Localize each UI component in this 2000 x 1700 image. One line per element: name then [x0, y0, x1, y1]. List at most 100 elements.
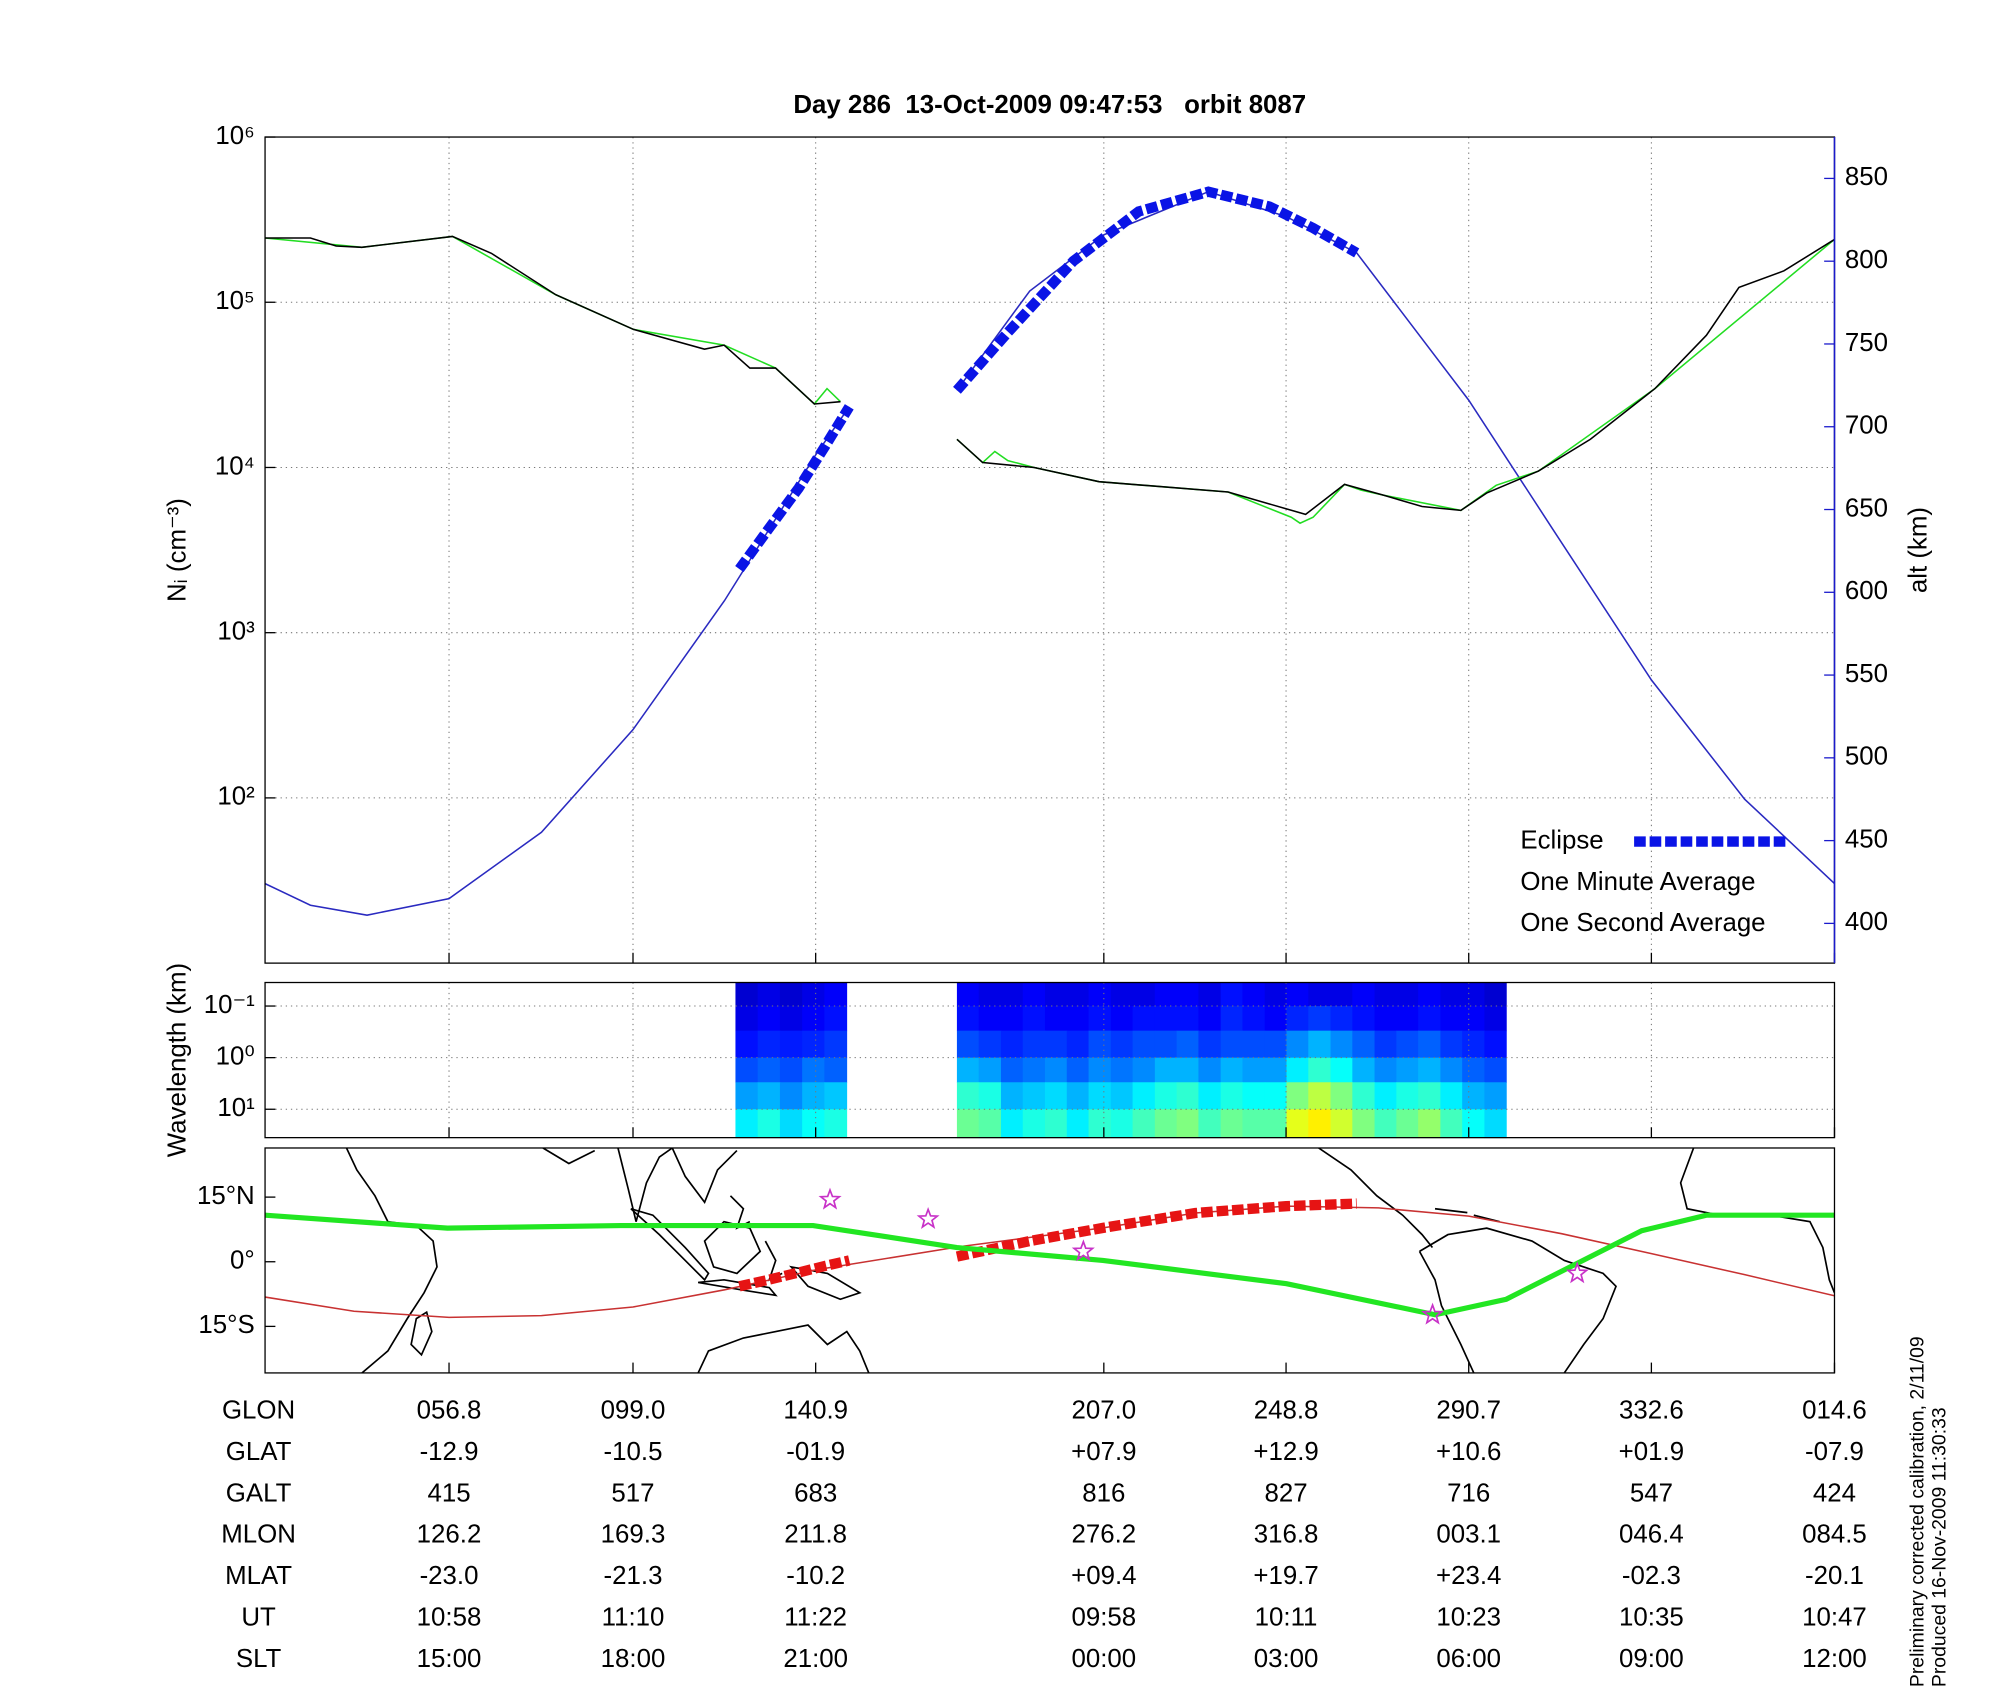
heatmap-cell	[1220, 982, 1243, 1007]
heatmap-cell	[1484, 1082, 1507, 1110]
table-cell: 415	[427, 1479, 470, 1507]
table-cell: 09:58	[1071, 1603, 1136, 1631]
heatmap-cell	[1484, 1006, 1507, 1032]
y2-tick-label: 750	[1845, 329, 1888, 357]
table-cell: 084.5	[1802, 1521, 1867, 1549]
heatmap-cell	[1132, 1006, 1156, 1032]
heatmap-cell	[1220, 1109, 1243, 1139]
heatmap-cell	[1418, 1057, 1441, 1083]
heatmap-cell	[1022, 1006, 1046, 1032]
heatmap-cell	[1110, 1030, 1134, 1059]
heatmap-cell	[1066, 1030, 1090, 1059]
y-tick-label: 10⁻¹	[204, 991, 255, 1019]
heatmap-cell	[1308, 1030, 1332, 1059]
y-tick-label: 15°S	[198, 1311, 254, 1339]
star-marker	[1071, 1239, 1095, 1262]
heatmap-cell	[779, 1030, 803, 1059]
heatmap-cell	[1066, 982, 1090, 1007]
heatmap-cell	[1440, 982, 1463, 1007]
table-row-label: MLON	[221, 1521, 296, 1549]
heatmap-cell	[1022, 1082, 1046, 1110]
heatmap-cell	[824, 1006, 848, 1032]
heatmap-cell	[735, 1030, 759, 1059]
table-cell: 827	[1264, 1479, 1307, 1507]
heatmap-cell	[1022, 1030, 1046, 1059]
heatmap-cell	[757, 1057, 781, 1083]
heatmap-cell	[1374, 1109, 1397, 1139]
heatmap-cell	[1374, 1006, 1397, 1032]
y2-tick-label: 650	[1845, 494, 1888, 522]
table-cell: -01.9	[786, 1438, 845, 1466]
heatmap-cell	[757, 1082, 781, 1110]
heatmap-cell	[779, 1109, 803, 1139]
table-cell: +23.4	[1436, 1562, 1501, 1590]
heatmap-cell	[1198, 1030, 1222, 1059]
y-tick-label: 10⁴	[215, 452, 255, 480]
heatmap-cell	[1308, 1057, 1332, 1083]
heatmap-cell	[956, 1109, 980, 1139]
heatmap-cell	[802, 1082, 825, 1110]
star-marker	[916, 1206, 940, 1229]
heatmap-cell	[1220, 1006, 1243, 1032]
y2-tick-label: 700	[1845, 412, 1888, 440]
series-line	[265, 1212, 1835, 1318]
heatmap-cell	[1484, 1109, 1507, 1139]
y-axis-label: Wavelength (km)	[163, 963, 191, 1157]
heatmap-cell	[1330, 1006, 1353, 1032]
table-row-label: SLT	[236, 1645, 282, 1673]
heatmap-cell	[1132, 1082, 1156, 1110]
heatmap-cell	[1462, 1057, 1485, 1083]
heatmap-cell	[1044, 982, 1068, 1007]
heatmap-cell	[1176, 1082, 1199, 1110]
table-cell: 12:00	[1802, 1645, 1867, 1673]
heatmap-cell	[1110, 1006, 1134, 1032]
table-cell: 547	[1630, 1479, 1673, 1507]
y2-tick-label: 800	[1845, 246, 1888, 274]
table-cell: 10:11	[1255, 1603, 1318, 1631]
heatmap-cell	[735, 982, 759, 1007]
table-cell: -12.9	[420, 1438, 479, 1466]
heatmap-cell	[1462, 982, 1485, 1007]
heatmap-cell	[1374, 1082, 1397, 1110]
heatmap-cell	[1264, 982, 1288, 1007]
y-tick-label: 10⁵	[215, 287, 254, 315]
table-cell: 11:22	[784, 1603, 847, 1631]
heatmap-cell	[1198, 1057, 1222, 1083]
heatmap-cell	[1022, 1109, 1046, 1139]
table-cell: -20.1	[1805, 1562, 1864, 1590]
table-cell: -10.5	[604, 1438, 663, 1466]
heatmap-cell	[779, 1057, 803, 1083]
heatmap-cell	[1396, 1082, 1419, 1110]
chart-title: Day 286 13-Oct-2009 09:47:53 orbit 8087	[793, 91, 1306, 119]
heatmap-cell	[779, 1006, 803, 1032]
table-cell: -23.0	[420, 1562, 479, 1590]
heatmap-cell	[1440, 1109, 1463, 1139]
heatmap-cell	[1198, 1006, 1222, 1032]
heatmap-cell	[1396, 1006, 1419, 1032]
heatmap-cell	[779, 982, 803, 1007]
heatmap-cell	[1374, 1030, 1397, 1059]
heatmap-cell	[1044, 1109, 1068, 1139]
heatmap-cell	[1176, 1030, 1199, 1059]
heatmap-cell	[1000, 1006, 1024, 1032]
y-tick-label: 10⁶	[215, 122, 254, 150]
y2-tick-label: 550	[1845, 660, 1888, 688]
table-cell: +10.6	[1436, 1438, 1501, 1466]
y-tick-label: 10⁰	[216, 1042, 255, 1070]
table-cell: 816	[1082, 1479, 1125, 1507]
heatmap-cell	[757, 1109, 781, 1139]
heatmap-cell	[1000, 982, 1024, 1007]
heatmap-cell	[1352, 1030, 1376, 1059]
heatmap-cell	[1242, 1057, 1266, 1083]
heatmap-cell	[1352, 1082, 1376, 1110]
heatmap-cell	[735, 1082, 759, 1110]
table-cell: 683	[794, 1479, 837, 1507]
heatmap-cell	[757, 982, 781, 1007]
heatmap-cell	[1242, 1006, 1266, 1032]
heatmap-cell	[1330, 1030, 1353, 1059]
table-cell: 424	[1813, 1479, 1856, 1507]
y2-tick-label: 400	[1845, 908, 1888, 936]
heatmap-cell	[1088, 1006, 1112, 1032]
heatmap-cell	[956, 1030, 980, 1059]
